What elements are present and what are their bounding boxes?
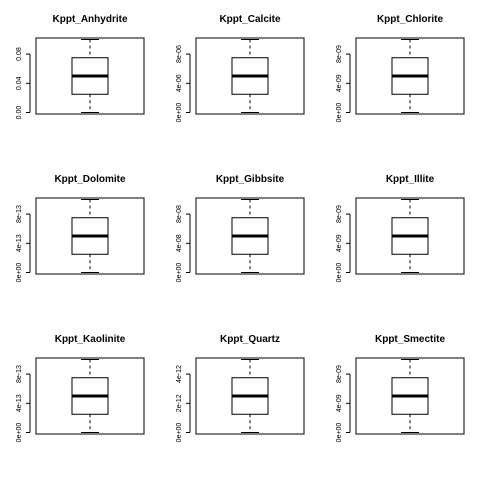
- y-tick-label: 4e-09: [336, 394, 343, 412]
- panel-title: Kppt_Chlorite: [377, 14, 444, 25]
- boxplot-panel: Kppt_Calcite 0e+00 4e-06 8e-06: [176, 14, 305, 123]
- panel-title: Kppt_Kaolinite: [55, 334, 126, 345]
- plot-frame: [355, 197, 465, 275]
- y-tick-label: 0.04: [16, 76, 23, 90]
- y-tick-label: 0e+00: [16, 423, 23, 443]
- y-tick-label: 4e-13: [16, 234, 23, 252]
- boxplot-panel: Kppt_Dolomite 0e+00 4e-13 8e-13: [16, 174, 145, 283]
- y-tick-label: 8e-09: [336, 365, 343, 383]
- panel-title: Kppt_Smectite: [375, 334, 445, 345]
- plot-frame: [35, 197, 145, 275]
- boxplot-panel: Kppt_Gibbsite 0e+00 4e-08 8e-08: [176, 174, 305, 283]
- y-tick-label: 8e-08: [176, 205, 183, 223]
- panel-title: Kppt_Calcite: [219, 14, 281, 25]
- y-tick-label: 0e+00: [176, 103, 183, 123]
- y-tick-label: 0e+00: [336, 263, 343, 283]
- boxplot-panel: Kppt_Quartz 0e+00 2e-12 4e-12: [176, 334, 305, 443]
- y-tick-label: 8e-09: [336, 45, 343, 63]
- y-tick-label: 4e-08: [176, 234, 183, 252]
- boxplot-panel: Kppt_Chlorite 0e+00 4e-09 8e-09: [336, 14, 465, 123]
- panel-title: Kppt_Gibbsite: [216, 174, 285, 185]
- boxplot-panel: Kppt_Anhydrite 0.00 0.04 0.08: [16, 14, 145, 120]
- y-tick-label: 8e-13: [16, 365, 23, 383]
- y-tick-label: 0e+00: [176, 423, 183, 443]
- y-tick-label: 0e+00: [336, 423, 343, 443]
- y-tick-label: 8e-13: [16, 205, 23, 223]
- plot-frame: [355, 37, 465, 115]
- panel-title: Kppt_Anhydrite: [53, 14, 128, 25]
- y-tick-label: 4e-13: [16, 394, 23, 412]
- y-tick-label: 4e-12: [176, 365, 183, 383]
- panel-title: Kppt_Dolomite: [54, 174, 126, 185]
- boxplot-panel: Kppt_Illite 0e+00 4e-09 8e-09: [336, 174, 465, 283]
- plot-frame: [195, 357, 305, 435]
- y-tick-label: 0e+00: [16, 263, 23, 283]
- boxplot-panel: Kppt_Smectite 0e+00 4e-09 8e-09: [336, 334, 465, 443]
- panel-title: Kppt_Quartz: [220, 334, 280, 345]
- y-tick-label: 4e-06: [176, 74, 183, 92]
- plot-frame: [355, 357, 465, 435]
- y-tick-label: 4e-09: [336, 74, 343, 92]
- y-tick-label: 0e+00: [176, 263, 183, 283]
- plot-frame: [195, 197, 305, 275]
- y-tick-label: 4e-09: [336, 234, 343, 252]
- panel-title: Kppt_Illite: [386, 174, 435, 185]
- y-tick-label: 8e-06: [176, 45, 183, 63]
- y-tick-label: 0.08: [16, 47, 23, 61]
- plot-frame: [195, 37, 305, 115]
- plot-frame: [35, 37, 145, 115]
- y-tick-label: 2e-12: [176, 394, 183, 412]
- plot-frame: [35, 357, 145, 435]
- y-tick-label: 0e+00: [336, 103, 343, 123]
- y-tick-label: 0.00: [16, 106, 23, 120]
- boxplot-panel: Kppt_Kaolinite 0e+00 4e-13 8e-13: [16, 334, 145, 443]
- y-tick-label: 8e-09: [336, 205, 343, 223]
